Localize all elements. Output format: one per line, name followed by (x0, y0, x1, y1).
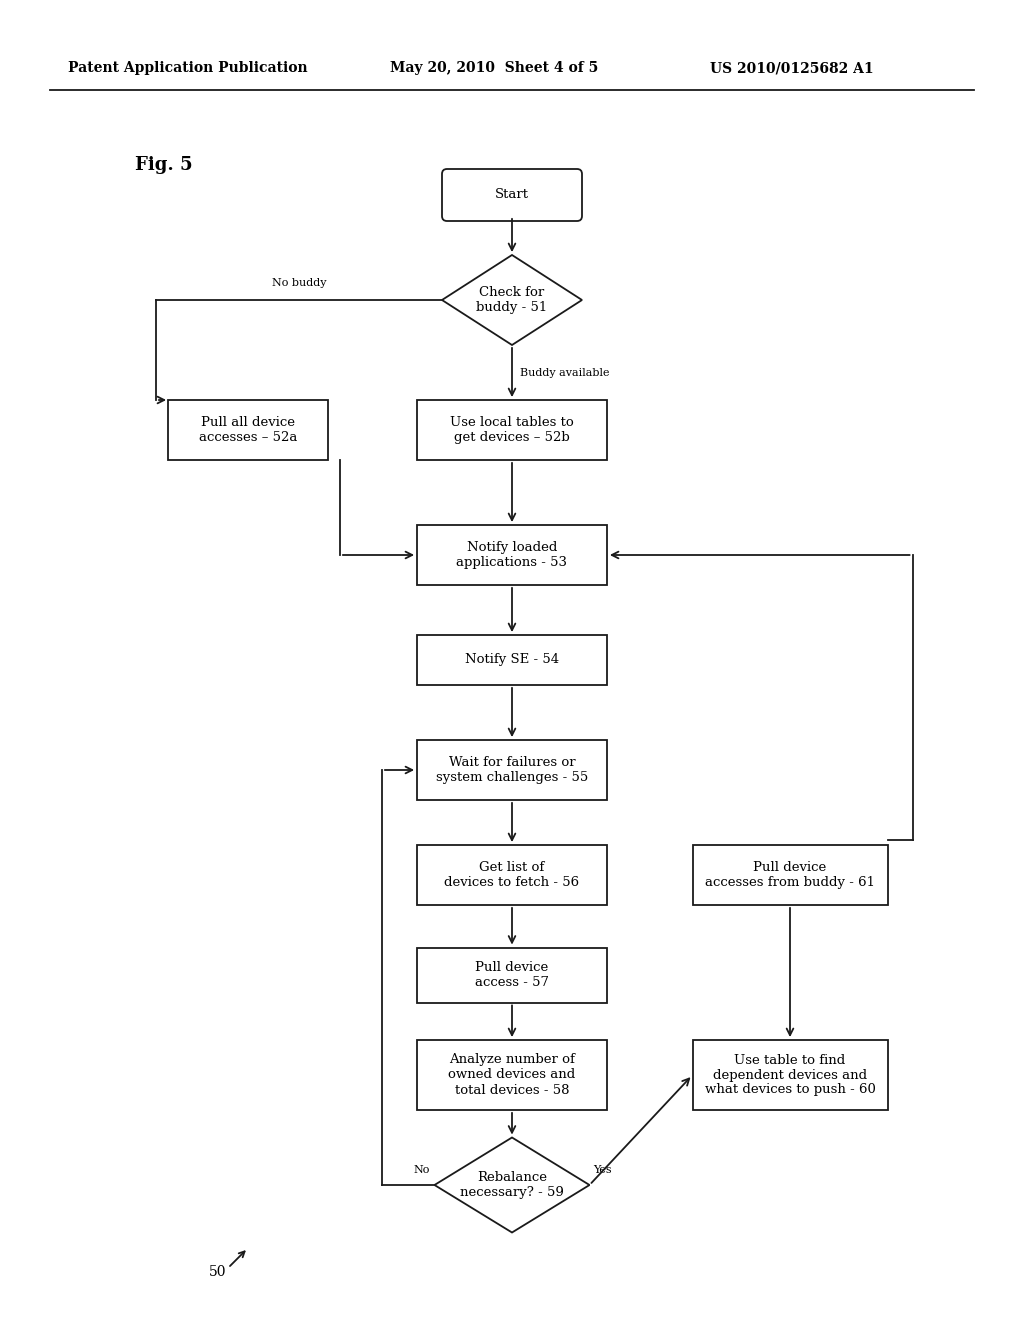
Bar (417, 525, 607, 585)
Text: Buddy available: Buddy available (520, 367, 609, 378)
Text: Analyze number of
owned devices and
total devices - 58: Analyze number of owned devices and tota… (449, 1053, 575, 1097)
Text: Use table to find
dependent devices and
what devices to push - 60: Use table to find dependent devices and … (705, 1053, 876, 1097)
Text: Get list of
devices to fetch - 56: Get list of devices to fetch - 56 (444, 861, 580, 888)
Text: Pull device
access - 57: Pull device access - 57 (475, 961, 549, 989)
Text: Wait for failures or
system challenges - 55: Wait for failures or system challenges -… (436, 756, 588, 784)
FancyBboxPatch shape (442, 169, 582, 220)
Text: May 20, 2010  Sheet 4 of 5: May 20, 2010 Sheet 4 of 5 (390, 61, 598, 75)
Polygon shape (442, 255, 582, 345)
Text: Pull device
accesses from buddy - 61: Pull device accesses from buddy - 61 (705, 861, 874, 888)
Bar (417, 948, 607, 1002)
Text: No buddy: No buddy (271, 279, 327, 288)
Bar (692, 845, 888, 906)
Text: Yes: Yes (594, 1166, 612, 1175)
Text: Check for
buddy - 51: Check for buddy - 51 (476, 286, 548, 314)
Bar (417, 635, 607, 685)
Text: US 2010/0125682 A1: US 2010/0125682 A1 (710, 61, 873, 75)
Text: Use local tables to
get devices – 52b: Use local tables to get devices – 52b (451, 416, 573, 444)
Text: Start: Start (495, 189, 529, 202)
Text: Notify SE - 54: Notify SE - 54 (465, 653, 559, 667)
Text: 50: 50 (209, 1265, 226, 1279)
Text: Rebalance
necessary? - 59: Rebalance necessary? - 59 (460, 1171, 564, 1199)
Text: Patent Application Publication: Patent Application Publication (68, 61, 307, 75)
Bar (417, 400, 607, 459)
Bar (168, 400, 328, 459)
Bar (417, 741, 607, 800)
Text: Notify loaded
applications - 53: Notify loaded applications - 53 (457, 541, 567, 569)
Bar (417, 1040, 607, 1110)
Text: Fig. 5: Fig. 5 (135, 156, 193, 174)
Text: No: No (413, 1166, 429, 1175)
Text: Pull all device
accesses – 52a: Pull all device accesses – 52a (199, 416, 297, 444)
Polygon shape (434, 1138, 590, 1233)
Bar (417, 845, 607, 906)
Bar (692, 1040, 888, 1110)
